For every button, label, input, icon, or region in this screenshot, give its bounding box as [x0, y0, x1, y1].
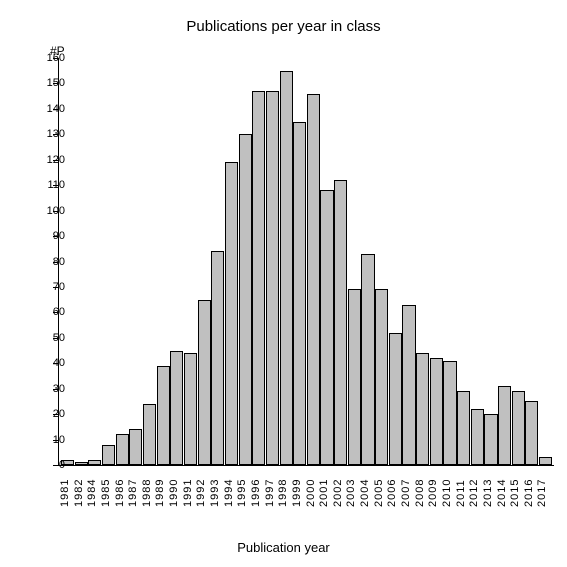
x-tick-label: 2013 — [483, 468, 497, 518]
x-tick-label: 1987 — [128, 468, 142, 518]
bar — [198, 300, 211, 465]
y-tick-label: 110 — [47, 179, 65, 191]
bar — [239, 134, 252, 465]
x-tick-label: 1981 — [60, 468, 74, 518]
bar — [334, 180, 347, 465]
bar — [416, 353, 429, 465]
bar — [102, 445, 115, 465]
bar — [280, 71, 293, 465]
bar — [225, 162, 238, 465]
y-tick-label: 80 — [53, 256, 65, 268]
x-tick-label: 1999 — [292, 468, 306, 518]
x-tick-label: 2015 — [510, 468, 524, 518]
bar — [157, 366, 170, 465]
bar — [170, 351, 183, 465]
bars-group — [61, 58, 552, 465]
x-tick-labels: 1981198219841985198619871988198919901991… — [60, 468, 551, 518]
x-tick-label: 2009 — [428, 468, 442, 518]
x-tick-label: 1985 — [101, 468, 115, 518]
bar — [348, 289, 361, 465]
x-tick-label: 2012 — [469, 468, 483, 518]
x-tick-label: 2017 — [537, 468, 551, 518]
plot-area — [58, 58, 554, 466]
bar — [375, 289, 388, 465]
bar — [293, 122, 306, 465]
bar — [457, 391, 470, 465]
x-tick-label: 2001 — [319, 468, 333, 518]
y-tick-label: 40 — [53, 357, 65, 369]
x-tick-label: 1992 — [196, 468, 210, 518]
x-tick-label: 1993 — [210, 468, 224, 518]
bar — [320, 190, 333, 465]
x-tick-label: 1998 — [278, 468, 292, 518]
y-tick-label: 70 — [53, 281, 65, 293]
x-tick-label: 2010 — [442, 468, 456, 518]
bar — [266, 91, 279, 465]
bar — [211, 251, 224, 465]
bar — [389, 333, 402, 465]
y-tick-label: 20 — [53, 408, 65, 420]
bar — [252, 91, 265, 465]
y-tick-label: 160 — [47, 52, 65, 64]
bar — [184, 353, 197, 465]
bar — [129, 429, 142, 465]
y-tick-label: 50 — [53, 332, 65, 344]
bar — [512, 391, 525, 465]
bar — [116, 434, 129, 465]
y-tick-label: 10 — [53, 434, 65, 446]
y-tick-label: 90 — [53, 230, 65, 242]
bar — [484, 414, 497, 465]
x-tick-label: 1984 — [87, 468, 101, 518]
y-tick-label: 60 — [53, 306, 65, 318]
y-tick-label: 150 — [47, 77, 65, 89]
bar — [75, 462, 88, 465]
bar — [525, 401, 538, 465]
bar — [498, 386, 511, 465]
bar — [443, 361, 456, 465]
x-tick-label: 1995 — [237, 468, 251, 518]
bar — [471, 409, 484, 465]
y-tick-label: 100 — [47, 205, 65, 217]
x-tick-label: 2007 — [401, 468, 415, 518]
bar — [307, 94, 320, 465]
x-tick-label: 2006 — [387, 468, 401, 518]
bar — [430, 358, 443, 465]
x-tick-label: 1996 — [251, 468, 265, 518]
chart-container: Publications per year in class #P 010203… — [0, 0, 567, 567]
bar — [539, 457, 552, 465]
y-tick-label: 30 — [53, 383, 65, 395]
bar — [361, 254, 374, 465]
bar — [143, 404, 156, 465]
x-tick-label: 2004 — [360, 468, 374, 518]
bar — [402, 305, 415, 465]
chart-title: Publications per year in class — [0, 18, 567, 35]
bar — [88, 460, 101, 465]
y-tick-label: 140 — [47, 103, 65, 115]
x-axis-label: Publication year — [0, 540, 567, 555]
y-tick-label: 120 — [47, 154, 65, 166]
y-tick-label: 130 — [47, 128, 65, 140]
x-tick-label: 1990 — [169, 468, 183, 518]
